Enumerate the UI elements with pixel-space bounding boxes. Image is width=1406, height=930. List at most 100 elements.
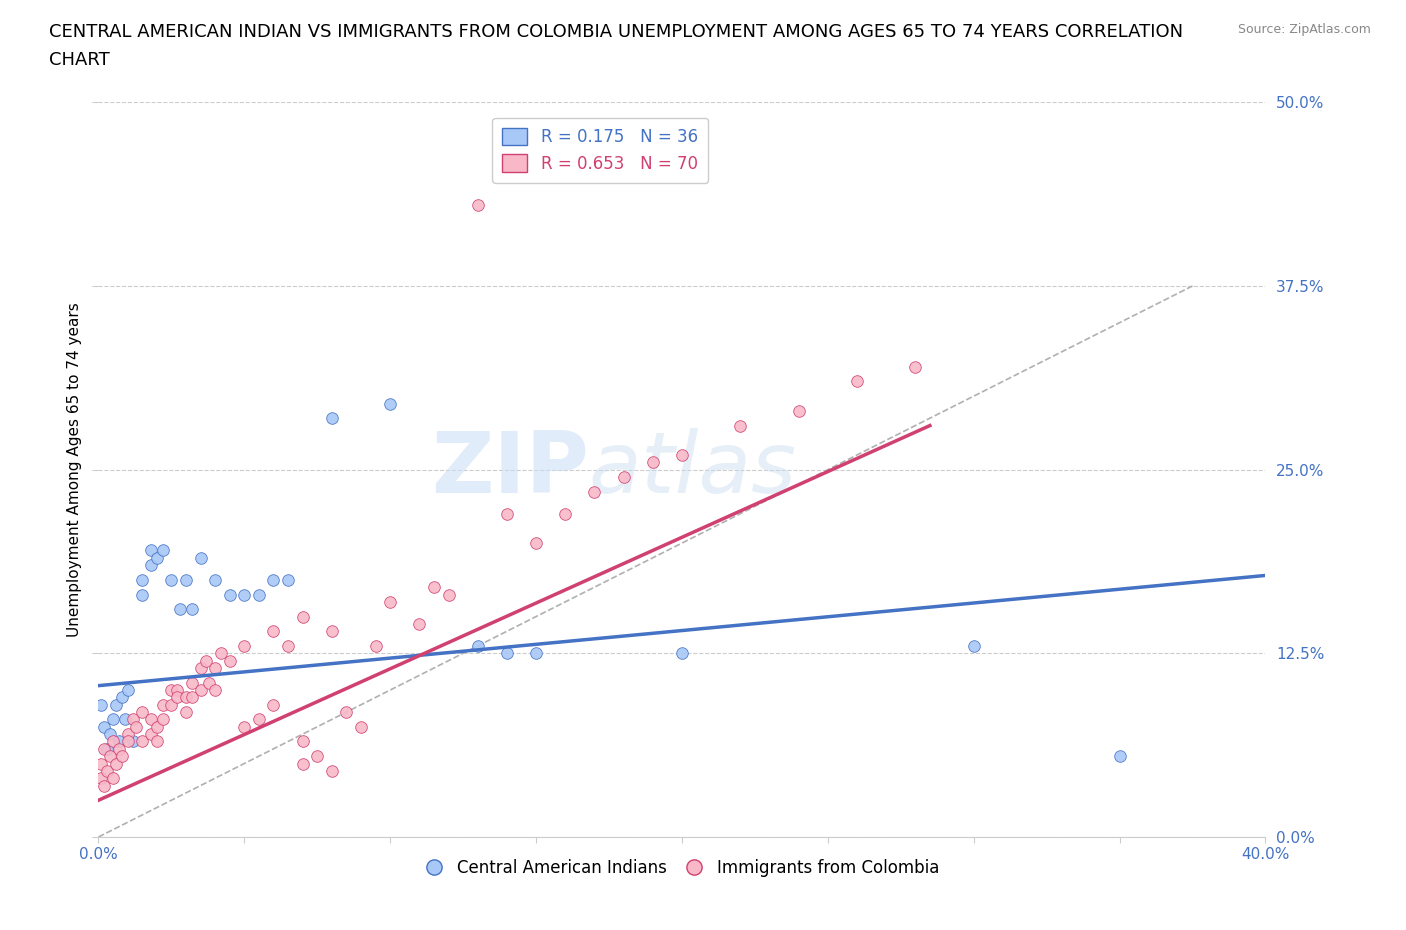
Point xyxy=(114,712,136,727)
Point xyxy=(277,573,299,588)
Point xyxy=(131,587,153,602)
Point xyxy=(204,683,226,698)
Point xyxy=(247,712,270,727)
Point xyxy=(139,712,162,727)
Point xyxy=(169,602,191,617)
Point xyxy=(131,573,153,588)
Point xyxy=(96,764,118,778)
Point xyxy=(174,690,197,705)
Point xyxy=(787,404,810,418)
Point xyxy=(139,558,162,573)
Point xyxy=(307,749,329,764)
Point xyxy=(104,756,127,771)
Point xyxy=(131,734,153,749)
Point xyxy=(101,734,124,749)
Point xyxy=(190,683,212,698)
Point xyxy=(152,543,174,558)
Point xyxy=(146,734,169,749)
Point xyxy=(160,683,183,698)
Point xyxy=(93,741,115,756)
Point xyxy=(198,675,221,690)
Point xyxy=(139,726,162,741)
Point xyxy=(204,573,226,588)
Point xyxy=(122,712,145,727)
Text: Source: ZipAtlas.com: Source: ZipAtlas.com xyxy=(1237,23,1371,36)
Point xyxy=(291,756,314,771)
Point xyxy=(233,720,256,735)
Point xyxy=(90,756,112,771)
Point xyxy=(101,771,124,786)
Point xyxy=(233,587,256,602)
Point xyxy=(467,198,489,213)
Point xyxy=(96,741,118,756)
Point xyxy=(146,551,169,565)
Point xyxy=(524,646,547,661)
Point xyxy=(423,579,446,594)
Point xyxy=(190,551,212,565)
Point xyxy=(1108,749,1130,764)
Point xyxy=(152,698,174,712)
Point xyxy=(554,506,576,521)
Point xyxy=(262,624,284,639)
Point xyxy=(131,705,153,720)
Point xyxy=(166,690,188,705)
Point xyxy=(496,506,519,521)
Point xyxy=(962,639,984,654)
Point xyxy=(122,734,145,749)
Point xyxy=(233,639,256,654)
Point xyxy=(204,660,226,675)
Point xyxy=(108,741,131,756)
Point xyxy=(93,778,115,793)
Point xyxy=(152,712,174,727)
Point xyxy=(904,359,927,374)
Point xyxy=(101,712,124,727)
Point xyxy=(277,639,299,654)
Point xyxy=(467,639,489,654)
Point xyxy=(350,720,373,735)
Point xyxy=(166,683,188,698)
Point xyxy=(262,698,284,712)
Point xyxy=(218,653,240,668)
Point xyxy=(125,720,148,735)
Point xyxy=(174,573,197,588)
Point xyxy=(291,609,314,624)
Point xyxy=(195,653,218,668)
Point xyxy=(139,543,162,558)
Point xyxy=(111,749,134,764)
Point xyxy=(321,411,343,426)
Point xyxy=(174,705,197,720)
Point xyxy=(524,536,547,551)
Point xyxy=(146,720,169,735)
Point xyxy=(380,396,402,411)
Point xyxy=(93,720,115,735)
Point xyxy=(111,690,134,705)
Point xyxy=(190,660,212,675)
Legend: Central American Indians, Immigrants from Colombia: Central American Indians, Immigrants fro… xyxy=(418,853,946,884)
Point xyxy=(160,698,183,712)
Point xyxy=(262,573,284,588)
Point xyxy=(117,683,139,698)
Point xyxy=(846,374,869,389)
Point xyxy=(496,646,519,661)
Point xyxy=(437,587,460,602)
Point xyxy=(180,690,202,705)
Point xyxy=(335,705,357,720)
Point xyxy=(671,447,693,462)
Text: CHART: CHART xyxy=(49,51,110,69)
Point xyxy=(247,587,270,602)
Point xyxy=(90,771,112,786)
Point xyxy=(408,617,430,631)
Point xyxy=(108,734,131,749)
Point xyxy=(291,734,314,749)
Text: atlas: atlas xyxy=(589,428,797,512)
Point xyxy=(160,573,183,588)
Point xyxy=(90,698,112,712)
Text: ZIP: ZIP xyxy=(430,428,589,512)
Point xyxy=(117,734,139,749)
Point xyxy=(612,470,634,485)
Text: CENTRAL AMERICAN INDIAN VS IMMIGRANTS FROM COLOMBIA UNEMPLOYMENT AMONG AGES 65 T: CENTRAL AMERICAN INDIAN VS IMMIGRANTS FR… xyxy=(49,23,1184,41)
Point xyxy=(641,455,664,470)
Point xyxy=(321,764,343,778)
Point xyxy=(218,587,240,602)
Point xyxy=(98,726,121,741)
